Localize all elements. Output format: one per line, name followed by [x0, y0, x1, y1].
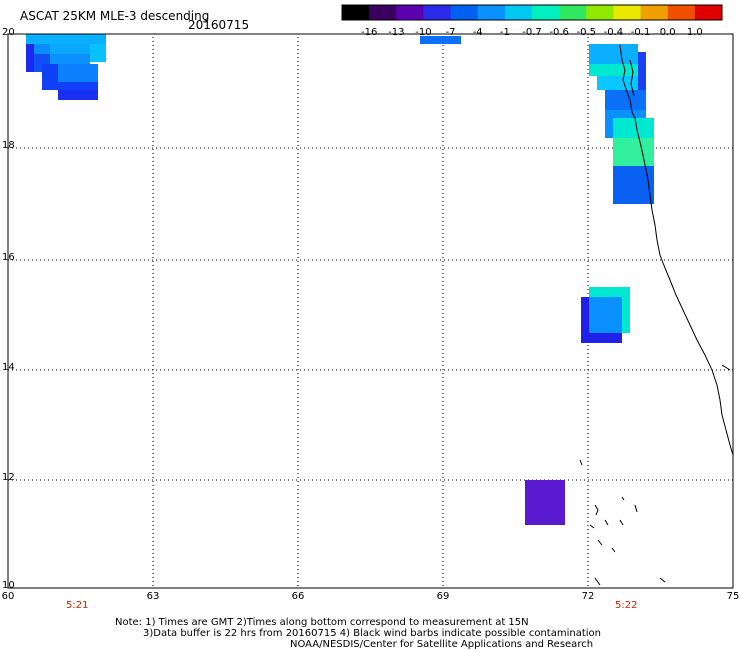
colorbar-swatch: [477, 5, 506, 20]
colorbar-label: -0.4: [603, 27, 624, 38]
swath-right-middle: [581, 287, 630, 343]
data-cell: [50, 54, 90, 64]
data-cell: [58, 64, 98, 82]
colorbar-label: 0.0: [659, 27, 676, 38]
data-cell: [42, 64, 58, 90]
y-tick-label: 14: [2, 362, 15, 373]
y-tick-label: 18: [2, 140, 15, 151]
swath-top-left: [26, 34, 106, 100]
colorbar-swatch: [450, 5, 479, 20]
data-cell: [420, 36, 461, 44]
x-tick-label: 66: [291, 591, 305, 602]
map-date: 20160715: [188, 18, 250, 32]
colorbar-swatch: [532, 5, 560, 20]
note-line-1: Note: 1) Times are GMT 2)Times along bot…: [115, 617, 529, 628]
colorbar-border: [341, 4, 723, 21]
colorbar-swatch: [342, 5, 370, 20]
colorbar-swatch: [586, 5, 614, 20]
data-cell: [605, 90, 646, 110]
colorbar-label: -0.6: [549, 27, 569, 38]
map-frame: [7, 33, 734, 589]
colorbar-label: -0.7: [522, 27, 542, 38]
colorbar-swatch: [396, 5, 424, 20]
colorbar-label: -13: [388, 27, 405, 38]
colorbar-label: -4: [472, 27, 483, 38]
colorbar-swatch: [559, 5, 587, 20]
colorbar-swatch: [640, 5, 669, 20]
data-cell: [58, 90, 98, 100]
data-cell: [638, 52, 646, 92]
note-line-3: NOAA/NESDIS/Center for Satellite Applica…: [290, 639, 594, 650]
colorbar-label: -10: [415, 27, 432, 38]
data-cell: [589, 44, 638, 64]
colorbar-label: -7: [445, 27, 456, 38]
data-cell: [90, 44, 106, 62]
swath-right-upper: [589, 44, 654, 204]
colorbar-label: -0.5: [576, 27, 597, 38]
x-tick-label: 63: [146, 591, 160, 602]
data-cell: [26, 34, 106, 44]
y-tick-label: 10: [2, 580, 15, 591]
coastline: [579, 44, 734, 586]
colorbar-label: -1: [499, 27, 510, 38]
colorbar-label: -16: [360, 27, 378, 38]
y-tick-label: 20: [2, 27, 15, 38]
data-cell: [50, 44, 90, 54]
data-cell: [26, 44, 34, 72]
data-cell: [589, 64, 638, 76]
y-tick-label: 12: [2, 472, 15, 483]
data-cell: [613, 138, 654, 166]
data-cell: [525, 480, 565, 525]
note-line-2: 3)Data buffer is 22 hrs from 20160715 4)…: [143, 628, 601, 639]
data-cell: [597, 76, 638, 90]
colorbar-swatch: [667, 5, 696, 20]
colorbar: [341, 4, 723, 21]
colorbar-swatch: [369, 5, 397, 20]
colorbar-swatch: [504, 5, 533, 20]
x-tick-label: 60: [1, 591, 15, 602]
x-tick-label: 75: [726, 591, 740, 602]
data-cell: [34, 44, 50, 54]
time-label: 5:21: [66, 600, 89, 611]
y-tick-label: 16: [2, 252, 15, 263]
colorbar-swatch: [423, 5, 452, 20]
x-tick-label: 72: [581, 591, 595, 602]
data-cell: [613, 166, 654, 204]
time-label: 5:22: [615, 600, 638, 611]
x-tick-label: 69: [436, 591, 450, 602]
data-cell: [613, 118, 654, 138]
data-cell: [589, 297, 622, 333]
colorbar-swatch: [613, 5, 642, 20]
colorbar-swatch: [694, 5, 723, 20]
gridlines: [8, 37, 733, 588]
colorbar-label: -0.1: [630, 27, 651, 38]
colorbar-label: 1.0: [686, 27, 703, 38]
map-title: ASCAT 25KM MLE-3 descending: [20, 9, 210, 23]
